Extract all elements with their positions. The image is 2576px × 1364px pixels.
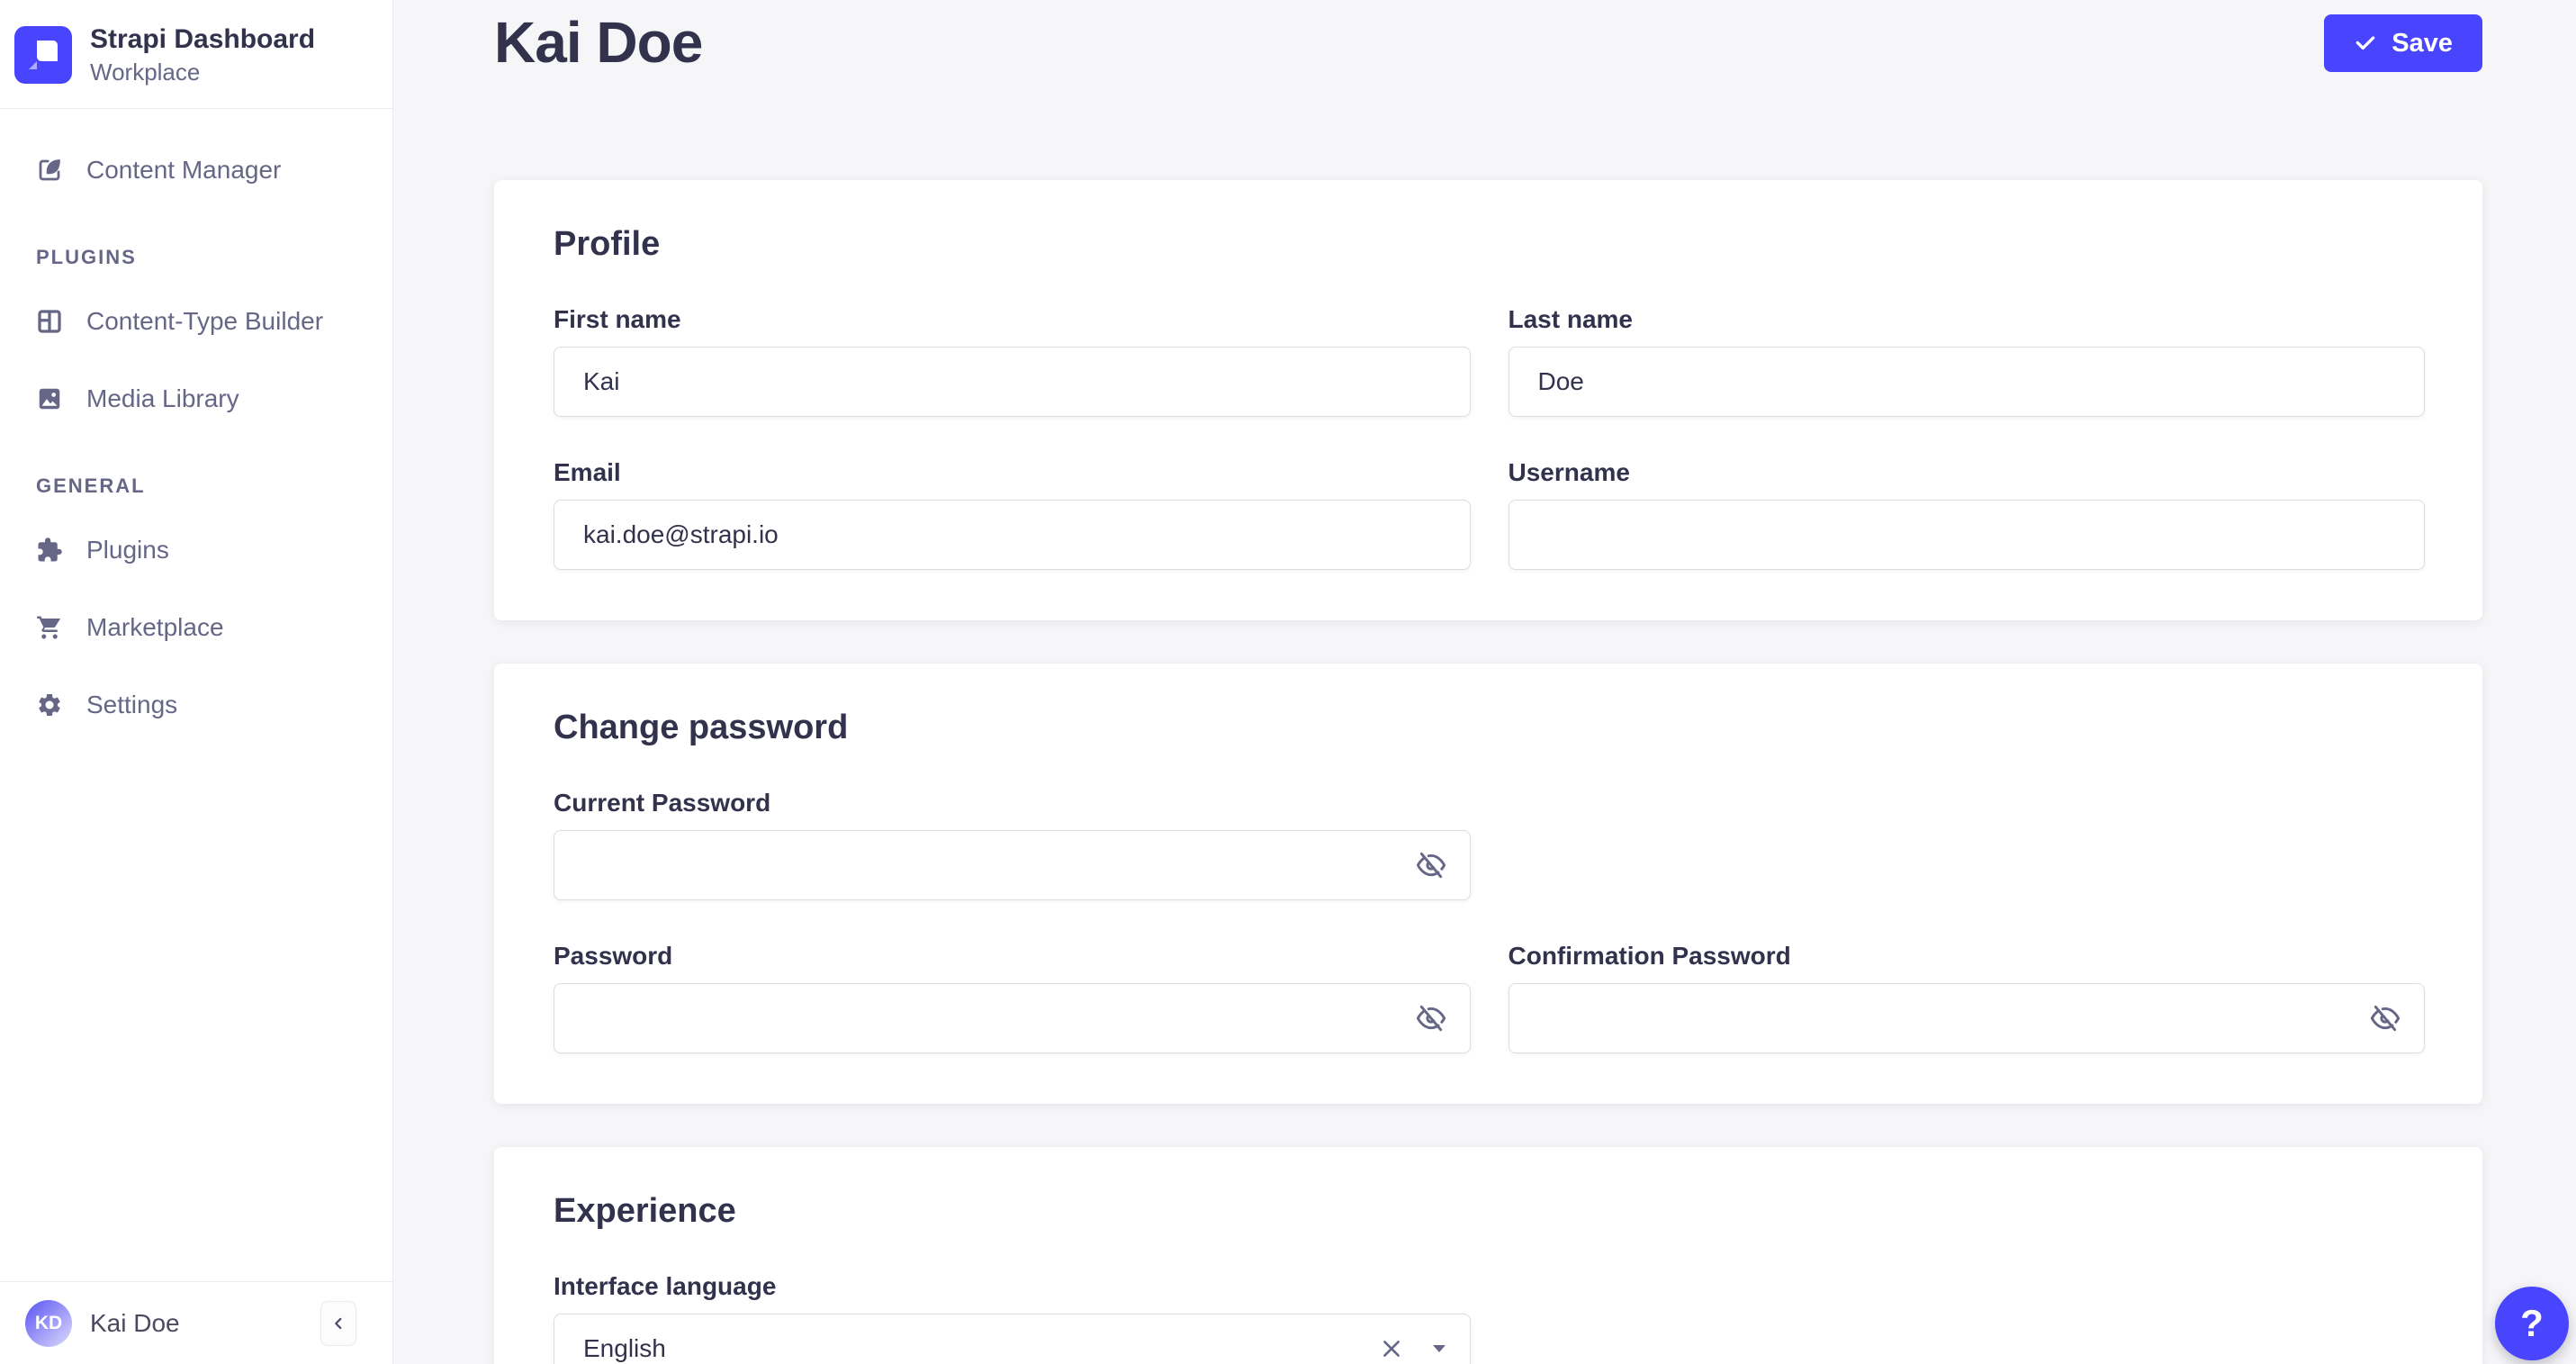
interface-language-field-group: Interface language English xyxy=(554,1272,1471,1364)
sidebar-item-label: Content-Type Builder xyxy=(86,307,324,335)
sidebar-section-plugins: PLUGINS xyxy=(36,246,137,268)
confirmation-password-field-group: Confirmation Password xyxy=(1508,942,2425,1053)
password-field-group: Password xyxy=(554,942,1471,1053)
sidebar-nav: Content Manager PLUGINS Content-Type Bui… xyxy=(0,109,392,734)
workspace-title: Strapi Dashboard xyxy=(90,24,316,54)
email-input[interactable] xyxy=(554,500,1471,570)
layout-icon xyxy=(36,308,63,335)
toggle-password-visibility-button[interactable] xyxy=(1408,995,1455,1042)
experience-card: Experience Interface language English xyxy=(494,1147,2482,1364)
password-label: Password xyxy=(554,942,673,970)
question-mark-icon: ? xyxy=(2520,1302,2544,1344)
first-name-field-group: First name xyxy=(554,305,1471,417)
eye-off-icon xyxy=(1416,851,1446,880)
eye-off-icon xyxy=(1416,1004,1446,1033)
avatar[interactable]: KD xyxy=(25,1299,72,1347)
toggle-confirmation-password-visibility-button[interactable] xyxy=(2362,995,2409,1042)
first-name-label: First name xyxy=(554,305,681,333)
sidebar-item-content-type-builder[interactable]: Content-Type Builder xyxy=(0,293,392,350)
puzzle-icon xyxy=(36,537,63,564)
sidebar-collapse-button[interactable] xyxy=(320,1300,356,1346)
username-input[interactable] xyxy=(1508,500,2425,570)
cart-icon xyxy=(36,614,63,641)
last-name-input[interactable] xyxy=(1508,347,2425,417)
page-header: Kai Doe Save xyxy=(494,9,2482,76)
change-password-title: Change password xyxy=(554,709,849,746)
sidebar-item-label: Media Library xyxy=(86,384,239,412)
save-button[interactable]: Save xyxy=(2324,14,2482,72)
main-content: Kai Doe Save Profile First name Last n xyxy=(393,0,2576,1364)
last-name-label: Last name xyxy=(1508,305,1634,333)
image-icon xyxy=(36,385,63,412)
experience-card-title: Experience xyxy=(554,1192,736,1230)
clear-x-icon xyxy=(1380,1337,1403,1360)
caret-down-icon xyxy=(1432,1344,1446,1353)
first-name-input[interactable] xyxy=(554,347,1471,417)
interface-language-select[interactable]: English xyxy=(554,1314,1471,1364)
sidebar-item-marketplace[interactable]: Marketplace xyxy=(0,599,392,656)
workspace-subtitle: Workplace xyxy=(90,59,201,86)
sidebar-section-general: GENERAL xyxy=(36,474,146,497)
sidebar-item-label: Content Manager xyxy=(86,156,282,184)
interface-language-value: English xyxy=(583,1334,666,1362)
sidebar-item-content-manager[interactable]: Content Manager xyxy=(0,141,392,199)
current-password-field-group: Current Password xyxy=(554,789,1471,900)
sidebar-item-settings[interactable]: Settings xyxy=(0,676,392,734)
sidebar-item-label: Marketplace xyxy=(86,613,224,641)
user-name: Kai Doe xyxy=(90,1308,180,1337)
eye-off-icon xyxy=(2371,1004,2400,1033)
profile-card: Profile First name Last name Email Usern… xyxy=(494,180,2482,620)
interface-language-label: Interface language xyxy=(554,1272,777,1300)
sidebar-user-row: KD Kai Doe xyxy=(0,1281,392,1364)
password-input[interactable] xyxy=(554,983,1471,1053)
sidebar-item-plugins[interactable]: Plugins xyxy=(0,521,392,579)
check-icon xyxy=(2354,32,2377,55)
confirmation-password-input[interactable] xyxy=(1508,983,2425,1053)
confirmation-password-label: Confirmation Password xyxy=(1508,942,1791,970)
last-name-field-group: Last name xyxy=(1508,305,2425,417)
content-manager-feather-icon xyxy=(36,157,63,184)
save-button-label: Save xyxy=(2391,28,2453,58)
profile-card-title: Profile xyxy=(554,225,661,263)
chevron-left-icon xyxy=(329,1314,348,1333)
sidebar-divider xyxy=(0,108,392,109)
help-button[interactable]: ? xyxy=(2495,1287,2569,1360)
gear-icon xyxy=(36,691,63,718)
current-password-input[interactable] xyxy=(554,830,1471,900)
sidebar: Strapi Dashboard Workplace Content Manag… xyxy=(0,0,393,1364)
sidebar-item-media-library[interactable]: Media Library xyxy=(0,370,392,428)
change-password-card: Change password Current Password xyxy=(494,664,2482,1104)
sidebar-item-label: Plugins xyxy=(86,536,169,564)
email-label: Email xyxy=(554,458,621,486)
page-title: Kai Doe xyxy=(494,10,703,75)
sidebar-item-label: Settings xyxy=(86,691,178,718)
toggle-current-password-visibility-button[interactable] xyxy=(1408,842,1455,889)
strapi-logo-icon xyxy=(14,26,72,84)
username-field-group: Username xyxy=(1508,458,2425,570)
current-password-label: Current Password xyxy=(554,789,771,817)
workplace-brand[interactable]: Strapi Dashboard Workplace xyxy=(0,0,392,108)
email-field-group: Email xyxy=(554,458,1471,570)
username-label: Username xyxy=(1508,458,1630,486)
clear-language-button[interactable] xyxy=(1376,1333,1407,1364)
